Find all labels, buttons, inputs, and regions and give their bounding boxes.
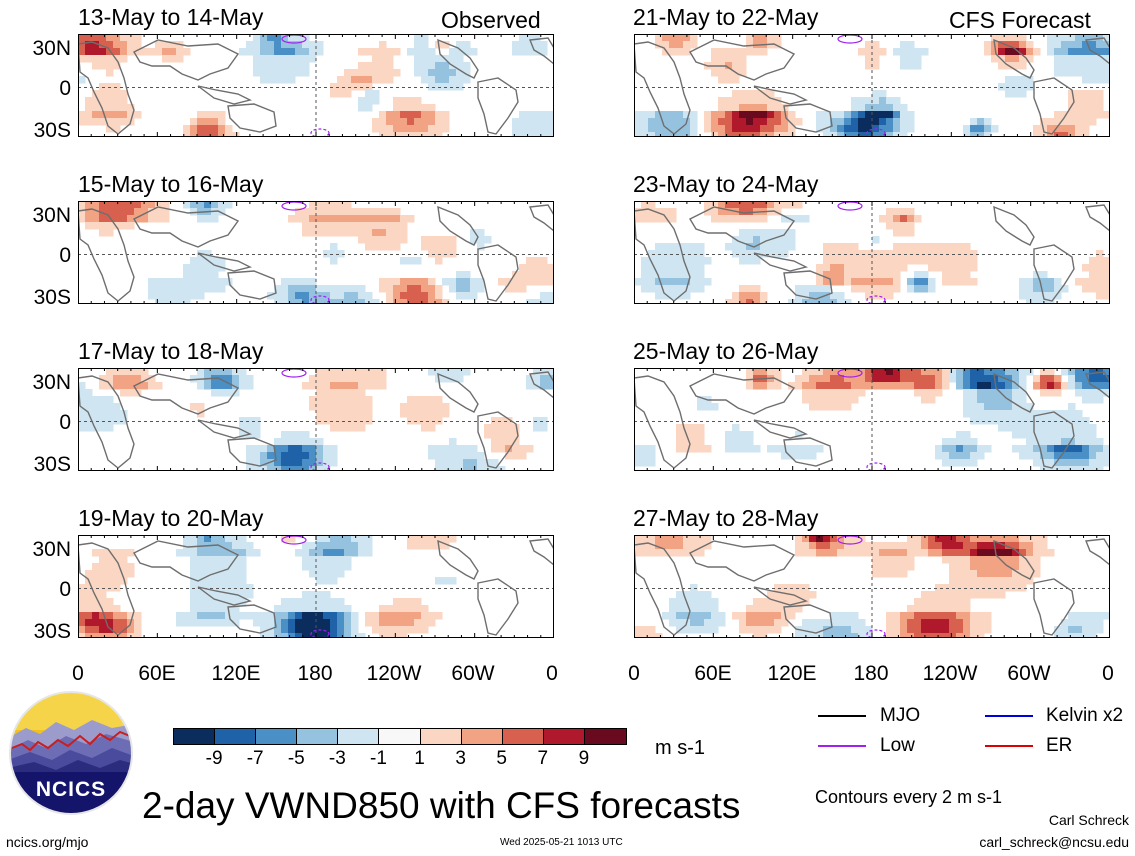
lat-label-eq: 0	[59, 77, 71, 100]
footer-url: ncics.org/mjo	[6, 834, 89, 850]
footer-timestamp: Wed 2025-05-21 1013 UTC	[500, 837, 623, 848]
colorbar-tick-label: -7	[246, 748, 264, 769]
lat-label-30s: 30S	[33, 620, 71, 643]
colorbar-swatch	[255, 728, 299, 745]
legend-line-er	[985, 745, 1033, 747]
legend-line-kelvin	[985, 715, 1033, 717]
colorbar-tick-label: -5	[287, 748, 305, 769]
lat-label-eq: 0	[59, 578, 71, 601]
colorbar-tick-label: -9	[205, 748, 223, 769]
colorbar-swatch	[542, 728, 586, 745]
ncics-logo: NCICS	[8, 690, 134, 816]
anomaly-map-panel	[78, 535, 554, 638]
legend-label-mjo: MJO	[880, 705, 921, 726]
anomaly-map-panel	[78, 201, 554, 304]
contours-note: Contours every 2 m s-1	[815, 787, 1003, 807]
colorbar-swatch	[419, 728, 463, 745]
anomaly-map-panel	[634, 34, 1110, 137]
colorbar-swatch	[337, 728, 381, 745]
lat-label-30s: 30S	[33, 453, 71, 476]
footer-author: Carl Schreck	[1048, 812, 1129, 828]
colorbar-tick-label: 7	[537, 748, 549, 769]
colorbar-units: m s-1	[655, 737, 705, 759]
lat-label-30n: 30N	[32, 204, 71, 227]
lat-label-eq: 0	[59, 244, 71, 267]
panel-title-forecast-4: 27-May to 28-May	[633, 505, 819, 531]
colorbar-swatch	[460, 728, 504, 745]
lon-label-60w: 60W	[1007, 662, 1051, 685]
lon-label-120e: 120E	[767, 662, 817, 685]
lon-label-60e: 60E	[138, 662, 176, 685]
colorbar-swatch	[501, 728, 545, 745]
colorbar	[173, 728, 627, 745]
lon-label-180: 180	[853, 662, 889, 685]
lon-label-180: 180	[297, 662, 333, 685]
main-title: 2-day VWND850 with CFS forecasts	[142, 785, 741, 826]
panel-title-observed-4: 19-May to 20-May	[78, 505, 264, 531]
colorbar-swatch	[296, 728, 340, 745]
colorbar-swatch	[583, 728, 627, 745]
lon-label-60e: 60E	[694, 662, 732, 685]
colorbar-tick-label: 5	[496, 748, 507, 769]
anomaly-map-panel	[78, 34, 554, 137]
panel-title-forecast-1: 21-May to 22-May	[633, 4, 819, 30]
ncics-logo-text: NCICS	[35, 778, 107, 801]
lon-label-0: 0	[546, 662, 558, 685]
anomaly-map-panel	[78, 368, 554, 471]
colorbar-swatch	[214, 728, 258, 745]
lon-label-120w: 120W	[922, 662, 978, 685]
ncics-logo-graphic	[9, 691, 133, 815]
anomaly-map-panel	[634, 201, 1110, 304]
colorbar-tick-label: -3	[328, 748, 346, 769]
footer-email: carl_schreck@ncsu.edu	[979, 834, 1129, 850]
panel-title-observed-3: 17-May to 18-May	[78, 338, 264, 364]
colorbar-swatch	[378, 728, 422, 745]
panel-title-observed-2: 15-May to 16-May	[78, 171, 264, 197]
anomaly-map-panel	[634, 368, 1110, 471]
lon-label-0: 0	[72, 662, 84, 685]
legend-label-low: Low	[880, 735, 915, 756]
legend-label-er: ER	[1046, 735, 1073, 756]
panel-title-observed-1: 13-May to 14-May	[78, 4, 264, 30]
colorbar-tick-label: 3	[455, 748, 466, 769]
lat-label-eq: 0	[59, 411, 71, 434]
lat-label-30n: 30N	[32, 538, 71, 561]
lat-label-30s: 30S	[33, 286, 71, 309]
observed-label: Observed	[441, 7, 541, 33]
colorbar-tick-label: 9	[578, 748, 590, 769]
anomaly-map-panel	[634, 535, 1110, 638]
colorbar-tick-label: -1	[370, 748, 387, 769]
lon-label-0: 0	[1102, 662, 1114, 685]
lat-label-30n: 30N	[32, 37, 71, 60]
panel-title-forecast-3: 25-May to 26-May	[633, 338, 819, 364]
lon-label-60w: 60W	[451, 662, 495, 685]
lat-label-30s: 30S	[33, 119, 71, 142]
colorbar-swatch	[173, 728, 217, 745]
lat-label-30n: 30N	[32, 371, 71, 394]
cfs-forecast-label: CFS Forecast	[949, 7, 1091, 33]
legend-line-low	[818, 745, 866, 747]
legend-label-kelvin: Kelvin x2	[1046, 705, 1124, 726]
lon-label-120e: 120E	[211, 662, 261, 685]
legend-line-mjo	[818, 715, 866, 717]
lon-label-120w: 120W	[366, 662, 422, 685]
colorbar-tick-label: 1	[414, 748, 425, 769]
lon-label-0: 0	[628, 662, 640, 685]
panel-title-forecast-2: 23-May to 24-May	[633, 171, 819, 197]
